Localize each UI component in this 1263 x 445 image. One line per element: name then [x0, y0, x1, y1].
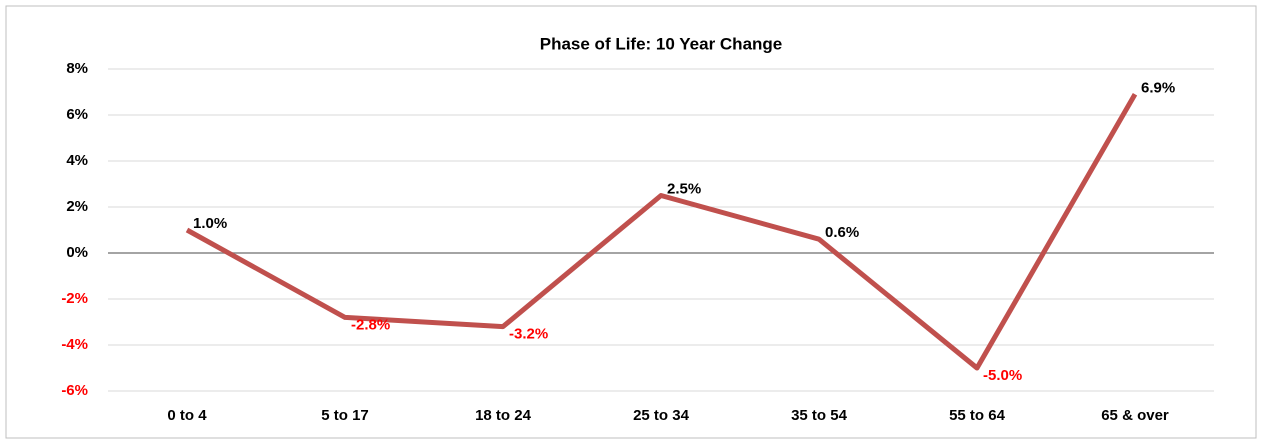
data-label: -2.8%	[351, 316, 390, 333]
y-tick-label: 6%	[66, 106, 88, 123]
y-tick-label: 0%	[66, 244, 88, 261]
y-tick-label: 8%	[66, 60, 88, 77]
y-tick-label: -2%	[61, 290, 88, 307]
data-label: -3.2%	[509, 326, 548, 343]
data-label: 1.0%	[193, 215, 227, 232]
x-tick-label: 65 & over	[1101, 407, 1169, 424]
data-label: -5.0%	[983, 367, 1022, 384]
y-tick-label: -6%	[61, 382, 88, 399]
data-label: 6.9%	[1141, 79, 1175, 96]
x-tick-label: 0 to 4	[167, 407, 207, 424]
x-tick-label: 25 to 34	[633, 407, 690, 424]
data-label: 0.6%	[825, 224, 859, 241]
chart-title: Phase of Life: 10 Year Change	[540, 34, 783, 53]
x-tick-label: 55 to 64	[949, 407, 1006, 424]
y-tick-label: 4%	[66, 152, 88, 169]
data-line	[185, 93, 1138, 371]
x-tick-label: 18 to 24	[475, 407, 532, 424]
x-tick-label: 5 to 17	[321, 407, 369, 424]
y-tick-label: 2%	[66, 198, 88, 215]
y-tick-label: -4%	[61, 336, 88, 353]
x-tick-label: 35 to 54	[791, 407, 848, 424]
data-label: 2.5%	[667, 180, 701, 197]
